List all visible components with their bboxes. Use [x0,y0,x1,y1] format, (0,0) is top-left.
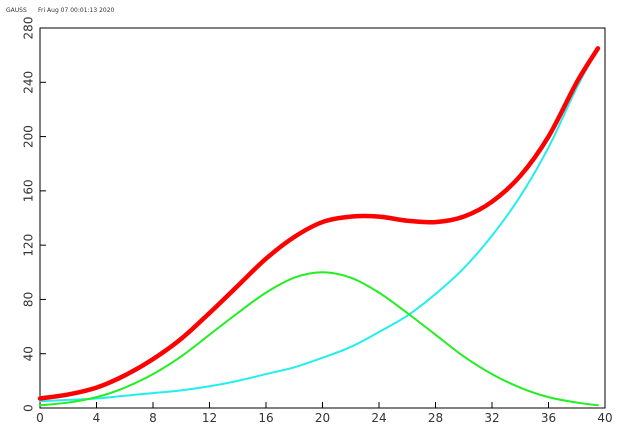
y-tick-label: 160 [22,179,36,202]
series-layer [37,46,601,407]
x-tick-label: 12 [202,411,217,425]
y-tick-label: 80 [22,292,36,307]
x-tick-label: 16 [258,411,273,425]
y-tick-label: 0 [22,404,36,412]
y-tick-label: 240 [22,71,36,94]
header-timestamp: Fri Aug 07 00:01:13 2020 [38,7,115,14]
y-tick-label: 280 [22,17,36,40]
x-tick-label: 36 [541,411,556,425]
x-tick-label: 0 [36,411,44,425]
header-program: GAUSS [6,7,27,14]
x-tick-label: 40 [597,411,612,425]
exponential-curve [39,47,599,403]
y-tick-label: 40 [22,346,36,361]
x-tick-label: 8 [149,411,157,425]
plot-frame [39,27,606,409]
sum-curve [37,46,601,401]
x-tick-label: 28 [428,411,443,425]
tick-group: 0 4 8 12 16 20 24 28 32 36 40 0 40 80 120 160 200 240 280 [22,17,613,425]
x-tick-label: 4 [93,411,101,425]
x-tick-label: 24 [371,411,386,425]
gaussian-curve [39,271,599,407]
x-tick-label: 20 [315,411,330,425]
y-tick-label: 120 [22,234,36,257]
x-tick-label: 32 [484,411,499,425]
y-tick-label: 200 [22,125,36,148]
